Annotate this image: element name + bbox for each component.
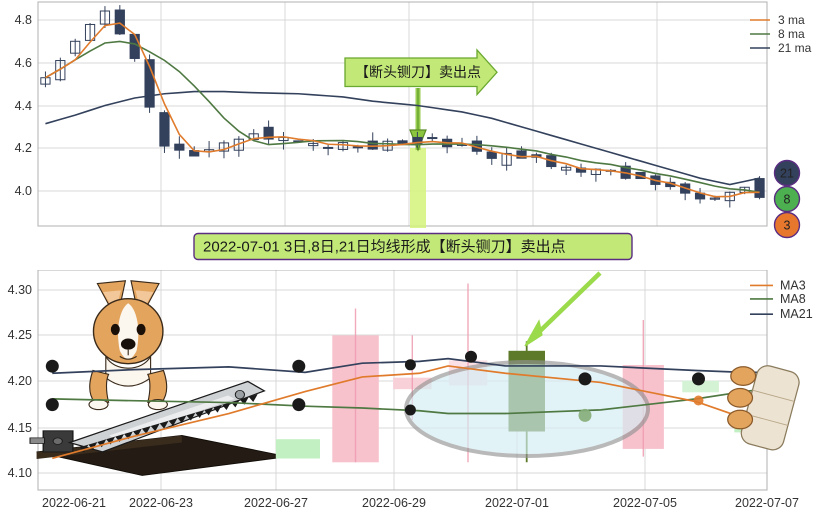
svg-text:3: 3 xyxy=(784,219,791,233)
svg-text:4.30: 4.30 xyxy=(8,283,32,297)
svg-text:2022-06-21: 2022-06-21 xyxy=(42,496,106,510)
svg-text:21 ma: 21 ma xyxy=(778,41,812,55)
svg-text:2022-07-01: 2022-07-01 xyxy=(485,496,549,510)
svg-text:4.15: 4.15 xyxy=(8,421,32,435)
svg-text:2022-07-01 3日,8日,21日均线形成【断头铡刀】: 2022-07-01 3日,8日,21日均线形成【断头铡刀】卖出点 xyxy=(203,239,566,256)
svg-text:4.4: 4.4 xyxy=(15,99,32,113)
svg-text:2022-06-29: 2022-06-29 xyxy=(362,496,426,510)
svg-text:3 ma: 3 ma xyxy=(778,13,805,27)
svg-text:MA8: MA8 xyxy=(780,292,806,306)
svg-text:2022-06-23: 2022-06-23 xyxy=(129,496,193,510)
svg-text:8: 8 xyxy=(784,193,791,207)
svg-text:2022-06-27: 2022-06-27 xyxy=(244,496,308,510)
svg-text:【断头铡刀】卖出点: 【断头铡刀】卖出点 xyxy=(355,64,481,80)
svg-text:2022-07-07: 2022-07-07 xyxy=(735,496,799,510)
svg-text:2022-07-05: 2022-07-05 xyxy=(613,496,677,510)
svg-text:4.20: 4.20 xyxy=(8,374,32,388)
svg-text:MA3: MA3 xyxy=(780,278,806,292)
svg-text:4.25: 4.25 xyxy=(8,328,32,342)
svg-text:21: 21 xyxy=(780,167,794,181)
svg-text:4.8: 4.8 xyxy=(15,13,32,27)
svg-text:4.10: 4.10 xyxy=(8,466,32,480)
svg-text:4.2: 4.2 xyxy=(15,141,32,155)
svg-text:4.0: 4.0 xyxy=(15,184,32,198)
svg-text:4.6: 4.6 xyxy=(15,56,32,70)
svg-text:MA21: MA21 xyxy=(780,307,813,321)
svg-text:8 ma: 8 ma xyxy=(778,27,805,41)
